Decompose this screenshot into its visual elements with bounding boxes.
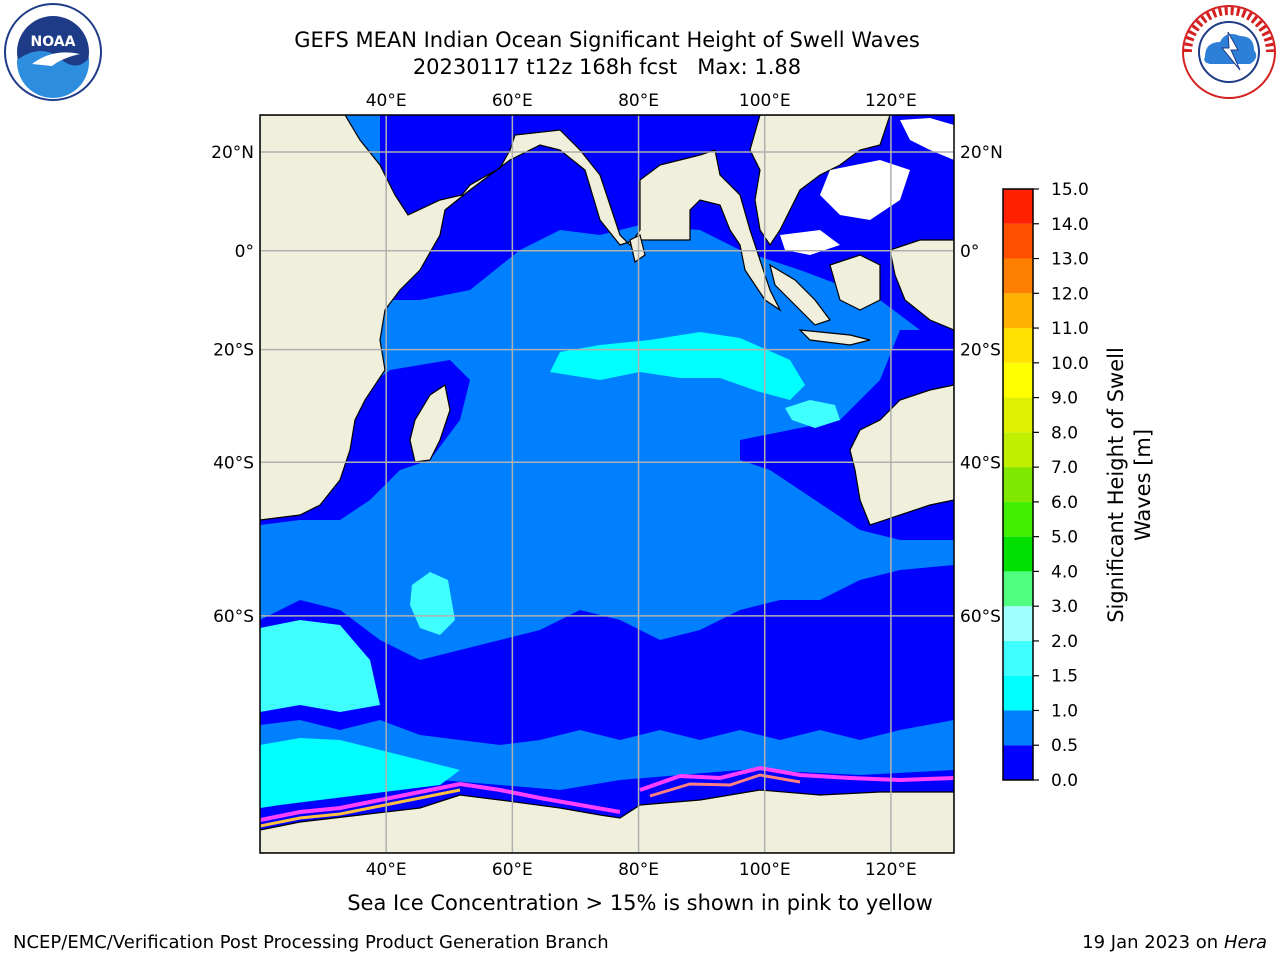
lon-tick-top-100: 100°E bbox=[739, 91, 791, 111]
lon-tick-top-40: 40°E bbox=[366, 91, 407, 111]
colorbar-tick-label-9: 7.0 bbox=[1051, 458, 1078, 478]
lat-tick-left--40: 40°S bbox=[213, 453, 254, 473]
chart-title: GEFS MEAN Indian Ocean Significant Heigh… bbox=[294, 28, 920, 52]
colorbar-frame bbox=[1002, 188, 1034, 781]
colorbar-tick-label-16: 14.0 bbox=[1051, 215, 1089, 235]
lat-tick-right--60: 60°S bbox=[960, 607, 1001, 627]
lat-tick-left-20: 20°N bbox=[211, 143, 254, 163]
colorbar-tick-label-0: 0.0 bbox=[1051, 771, 1078, 791]
lon-tick-bottom-100: 100°E bbox=[739, 860, 791, 880]
colorbar-tick-label-7: 5.0 bbox=[1051, 528, 1078, 548]
lon-tick-bottom-60: 60°E bbox=[492, 860, 533, 880]
lat-tick-right-0: 0° bbox=[960, 242, 979, 262]
colorbar-swatch-13 bbox=[1003, 293, 1033, 329]
colorbar-swatch-6 bbox=[1003, 536, 1033, 572]
land-africa-arabia bbox=[260, 115, 782, 521]
colorbar-swatch-4 bbox=[1003, 606, 1033, 641]
land-antarctica bbox=[260, 789, 954, 853]
land-sri-lanka bbox=[629, 234, 646, 264]
swell-cyan-kerguelen-patch bbox=[410, 572, 455, 635]
lat-tick-left--60: 60°S bbox=[213, 607, 254, 627]
colorbar-tick-label-1: 0.5 bbox=[1051, 736, 1078, 756]
noaa-logo: NOAA bbox=[4, 3, 102, 101]
colorbar-tick-label-6: 4.0 bbox=[1051, 562, 1078, 582]
svg-text:NOAA: NOAA bbox=[31, 34, 76, 50]
colorbar-swatch-0 bbox=[1003, 745, 1033, 780]
colorbar-tick-label-5: 3.0 bbox=[1051, 597, 1078, 617]
lon-tick-top-80: 80°E bbox=[618, 91, 659, 111]
lat-tick-left--20: 20°S bbox=[213, 341, 254, 361]
colorbar-tick-label-15: 13.0 bbox=[1051, 250, 1089, 270]
colorbar-swatch-14 bbox=[1003, 258, 1033, 294]
land-madagascar bbox=[409, 384, 451, 463]
footer-organization: NCEP/EMC/Verification Post Processing Pr… bbox=[13, 932, 609, 953]
colorbar-swatch-7 bbox=[1003, 501, 1033, 537]
swell-cyan-southwest bbox=[260, 620, 380, 712]
land-java bbox=[798, 329, 871, 346]
colorbar-swatch-2 bbox=[1003, 675, 1033, 711]
sea-ice-inner-east bbox=[649, 773, 801, 798]
lat-tick-left-0: 0° bbox=[235, 242, 254, 262]
map-frame bbox=[259, 114, 955, 854]
colorbar-swatch-1 bbox=[1003, 710, 1033, 746]
colorbar-swatch-12 bbox=[1003, 328, 1033, 363]
colorbar-tick-label-2: 1.0 bbox=[1051, 701, 1078, 721]
lat-tick-right-20: 20°N bbox=[960, 143, 1003, 163]
land-sumatra bbox=[769, 263, 831, 326]
lon-tick-top-60: 60°E bbox=[492, 91, 533, 111]
swell-cyan-east-patch bbox=[785, 400, 840, 428]
colorbar-tick-label-14: 12.0 bbox=[1051, 284, 1089, 304]
colorbar-label-line2: Waves [m] bbox=[1131, 429, 1155, 541]
colorbar-swatch-3 bbox=[1003, 640, 1033, 676]
colorbar-swatch-9 bbox=[1003, 432, 1033, 468]
lat-tick-right--20: 20°S bbox=[960, 341, 1001, 361]
swell-cyan-south-band bbox=[260, 738, 460, 808]
land bbox=[260, 115, 954, 853]
colorbar-tick-label-3: 1.5 bbox=[1051, 667, 1078, 687]
footer-host: Hera bbox=[1223, 932, 1267, 953]
colorbar-tick-label-11: 9.0 bbox=[1051, 389, 1078, 409]
lat-tick-right--40: 40°S bbox=[960, 453, 1001, 473]
colorbar-tick-label-13: 11.0 bbox=[1051, 319, 1089, 339]
map-grid bbox=[260, 115, 954, 853]
colorbar-swatch-5 bbox=[1003, 571, 1033, 607]
footer-date: 19 Jan 2023 on Hera bbox=[1082, 932, 1267, 953]
colorbar-swatch-15 bbox=[1003, 223, 1033, 259]
colorbar-label-line1: Significant Height of Swell bbox=[1104, 347, 1128, 623]
colorbar-swatch-16 bbox=[1003, 189, 1033, 224]
lon-tick-bottom-120: 120°E bbox=[865, 860, 917, 880]
sea-ice-edge-west bbox=[260, 781, 621, 822]
colorbar-tick-label-12: 10.0 bbox=[1051, 354, 1089, 374]
colorbar-swatch-11 bbox=[1003, 362, 1033, 398]
sea-ice-inner-west bbox=[260, 788, 461, 828]
no-data-areas bbox=[780, 118, 954, 255]
colorbar-swatch-10 bbox=[1003, 397, 1033, 433]
chart-subtitle: 20230117 t12z 168h fcst Max: 1.88 bbox=[412, 55, 802, 79]
colorbar-tick-label-10: 8.0 bbox=[1051, 423, 1078, 443]
nws-logo bbox=[1181, 4, 1277, 100]
land-sulawesi-newguinea bbox=[889, 239, 954, 331]
footer-date-text: 19 Jan 2023 on bbox=[1082, 932, 1224, 953]
land-australia bbox=[849, 384, 954, 526]
map-plot bbox=[260, 115, 954, 853]
sea-ice-caption: Sea Ice Concentration > 15% is shown in … bbox=[347, 891, 933, 915]
lon-tick-top-120: 120°E bbox=[865, 91, 917, 111]
colorbar-tick-label-17: 15.0 bbox=[1051, 180, 1089, 200]
land-borneo bbox=[829, 254, 881, 311]
lon-tick-bottom-80: 80°E bbox=[618, 860, 659, 880]
colorbar-tick-label-4: 2.0 bbox=[1051, 632, 1078, 652]
land-indochina bbox=[749, 115, 891, 247]
colorbar-swatch-8 bbox=[1003, 467, 1033, 502]
swell-low-southern-band bbox=[260, 565, 954, 745]
sea-ice-edge-east bbox=[639, 765, 954, 792]
lon-tick-bottom-40: 40°E bbox=[366, 860, 407, 880]
colorbar: 0.0 0.5 1.0 1.5 2.0 3.0 4.0 5.0 6.0 7.0 8.0 9.0 10.0… bbox=[1002, 180, 1089, 791]
colorbar-tick-label-8: 6.0 bbox=[1051, 493, 1078, 513]
map-tick-labels: 40°E 40°E 60°E 60°E 80°E 80°E 100°E 100°E 120°E 1… bbox=[211, 91, 1003, 880]
